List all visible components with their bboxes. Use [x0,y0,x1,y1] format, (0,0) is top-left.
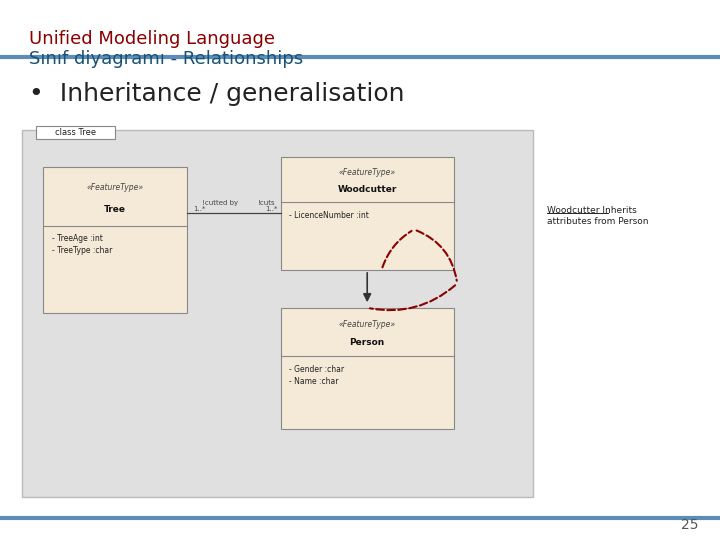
FancyBboxPatch shape [281,308,454,429]
FancyArrowPatch shape [382,231,412,267]
Text: class Tree: class Tree [55,129,96,137]
Text: Woodcutter Inherits
attributes from Person: Woodcutter Inherits attributes from Pers… [547,206,649,226]
Text: «FeatureType»: «FeatureType» [86,183,144,192]
Text: 1..*: 1..* [265,206,277,212]
FancyArrowPatch shape [370,285,455,310]
Text: - LicenceNumber :int: - LicenceNumber :int [289,211,369,220]
Text: «FeatureType»: «FeatureType» [338,320,396,329]
Text: - TreeAge :int: - TreeAge :int [52,234,103,244]
Text: «FeatureType»: «FeatureType» [338,168,396,177]
Text: - TreeType :char: - TreeType :char [52,246,112,255]
Text: !cutted by: !cutted by [202,200,238,206]
FancyArrowPatch shape [417,231,456,281]
Text: 1..*: 1..* [193,206,205,212]
Text: Sınıf diyagramı - Relationships: Sınıf diyagramı - Relationships [29,50,303,68]
Text: - Name :char: - Name :char [289,377,339,386]
Text: •  Inheritance / generalisation: • Inheritance / generalisation [29,82,405,106]
Text: - Gender :char: - Gender :char [289,365,345,374]
FancyBboxPatch shape [36,126,115,139]
FancyBboxPatch shape [281,157,454,270]
Text: Woodcutter: Woodcutter [338,185,397,194]
Text: !cuts: !cuts [258,200,275,206]
Text: Tree: Tree [104,205,126,214]
Text: 25: 25 [681,518,698,532]
Text: Person: Person [350,338,384,347]
FancyBboxPatch shape [22,130,533,497]
Text: Unified Modeling Language: Unified Modeling Language [29,30,275,48]
FancyBboxPatch shape [43,167,187,313]
